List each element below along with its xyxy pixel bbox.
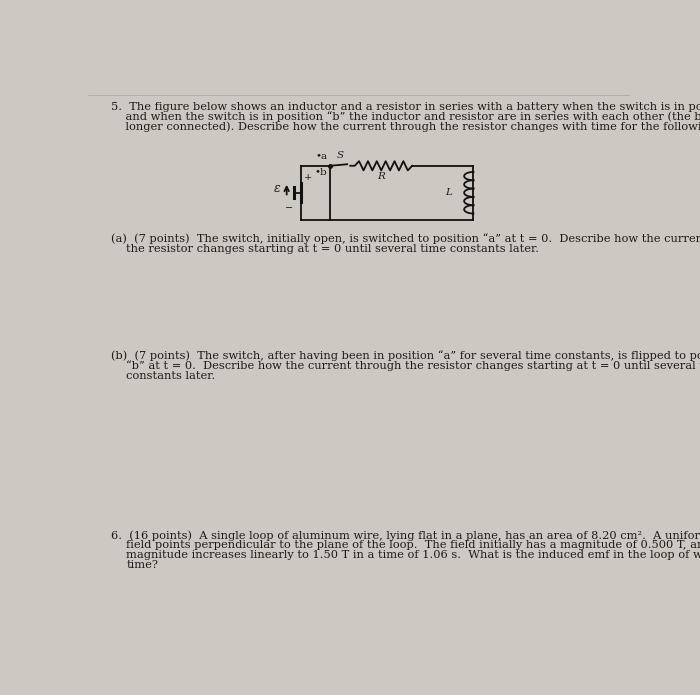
Text: L: L xyxy=(445,188,452,197)
Text: •b: •b xyxy=(315,168,328,177)
Text: 5.  The figure below shows an inductor and a resistor in series with a battery w: 5. The figure below shows an inductor an… xyxy=(111,101,700,112)
Text: (a)  (7 points)  The switch, initially open, is switched to position “a” at t = : (a) (7 points) The switch, initially ope… xyxy=(111,234,700,245)
Text: longer connected). Describe how the current through the resistor changes with ti: longer connected). Describe how the curr… xyxy=(111,121,700,131)
Text: the resistor changes starting at t = 0 until several time constants later.: the resistor changes starting at t = 0 u… xyxy=(126,243,539,254)
Text: +: + xyxy=(304,173,312,182)
Text: ε: ε xyxy=(274,182,281,195)
Text: (b)  (7 points)  The switch, after having been in position “a” for several time : (b) (7 points) The switch, after having … xyxy=(111,350,700,361)
Text: constants later.: constants later. xyxy=(126,370,216,381)
Text: magnitude increases linearly to 1.50 T in a time of 1.06 s.  What is the induced: magnitude increases linearly to 1.50 T i… xyxy=(126,550,700,560)
Text: and when the switch is in position “b” the inductor and resistor are in series w: and when the switch is in position “b” t… xyxy=(111,111,700,122)
Text: −: − xyxy=(285,204,293,213)
Text: R: R xyxy=(377,172,385,181)
Text: S: S xyxy=(336,151,344,160)
Text: field points perpendicular to the plane of the loop.  The field initially has a : field points perpendicular to the plane … xyxy=(126,540,700,550)
Text: “b” at t = 0.  Describe how the current through the resistor changes starting at: “b” at t = 0. Describe how the current t… xyxy=(126,361,700,371)
Text: time?: time? xyxy=(126,560,158,570)
Text: •a: •a xyxy=(316,152,328,161)
Text: 6.  (16 points)  A single loop of aluminum wire, lying flat in a plane, has an a: 6. (16 points) A single loop of aluminum… xyxy=(111,530,700,541)
